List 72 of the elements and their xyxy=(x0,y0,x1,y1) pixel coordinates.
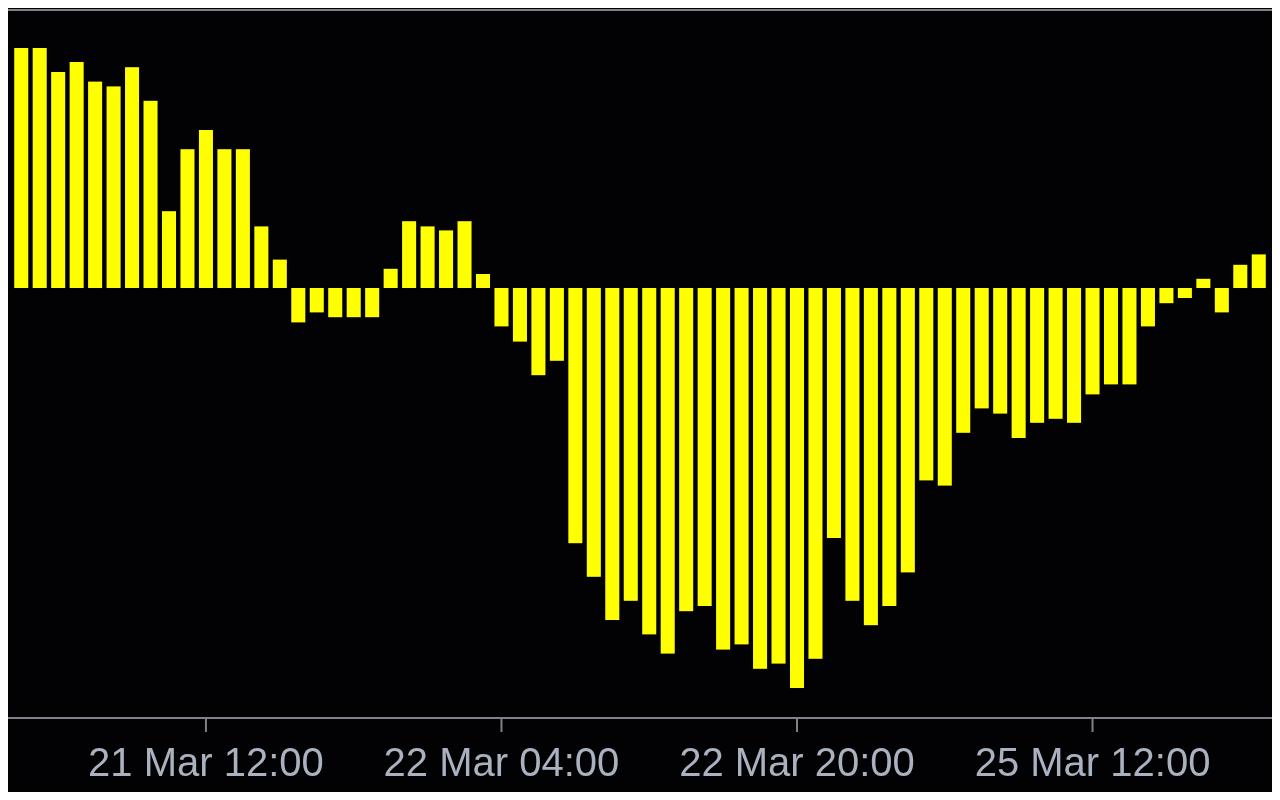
x-tick-label: 25 Mar 12:00 xyxy=(974,740,1211,784)
bar xyxy=(51,72,66,288)
bar xyxy=(531,288,546,376)
bar xyxy=(475,274,491,288)
bar xyxy=(161,211,177,288)
bar xyxy=(1048,288,1063,419)
bar xyxy=(882,288,897,606)
bar xyxy=(1140,288,1155,327)
bar xyxy=(1214,288,1229,313)
bar xyxy=(568,288,583,544)
bar xyxy=(826,288,841,538)
bar xyxy=(974,288,989,409)
bar xyxy=(1196,278,1211,288)
bar xyxy=(1177,288,1192,298)
bar xyxy=(1011,288,1026,438)
bar xyxy=(734,288,749,645)
bar xyxy=(69,62,84,288)
bar xyxy=(1122,288,1137,385)
bar xyxy=(1067,288,1082,423)
x-tick-label: 22 Mar 04:00 xyxy=(383,740,620,784)
bar xyxy=(32,48,47,288)
bar xyxy=(309,288,324,313)
bar xyxy=(900,288,915,573)
bar xyxy=(1103,288,1119,385)
bar xyxy=(457,221,472,288)
bar xyxy=(660,288,675,654)
bar xyxy=(439,230,454,288)
bar xyxy=(586,288,601,577)
x-tick-label: 22 Mar 20:00 xyxy=(679,740,915,784)
bar xyxy=(697,288,712,606)
bar xyxy=(937,288,952,486)
bar xyxy=(549,288,564,361)
bar xyxy=(254,226,269,288)
bar xyxy=(125,67,140,288)
bar xyxy=(272,259,287,288)
bar xyxy=(346,288,361,318)
bar xyxy=(1030,288,1045,423)
bar xyxy=(753,288,768,669)
bar xyxy=(771,288,786,664)
bar xyxy=(919,288,934,481)
bar xyxy=(420,226,435,288)
bar xyxy=(291,288,306,323)
bar xyxy=(106,86,121,288)
bar xyxy=(180,149,195,288)
bar xyxy=(808,288,823,659)
bar xyxy=(956,288,971,433)
bar xyxy=(1251,254,1266,288)
bar xyxy=(1159,288,1174,304)
bar xyxy=(365,288,380,318)
bar xyxy=(198,130,213,288)
bar xyxy=(863,288,878,626)
bar xyxy=(1085,288,1100,395)
bar xyxy=(402,221,417,288)
x-tick-label: 21 Mar 12:00 xyxy=(88,740,324,784)
bar xyxy=(143,100,158,288)
bar xyxy=(88,81,103,288)
bar xyxy=(14,48,29,288)
bar xyxy=(845,288,860,601)
bar xyxy=(512,288,527,342)
bar xyxy=(679,288,694,612)
bar xyxy=(642,288,657,635)
bar xyxy=(494,288,509,327)
bar xyxy=(716,288,731,650)
bar xyxy=(993,288,1008,414)
bar xyxy=(235,149,250,288)
bar xyxy=(383,268,398,288)
bar xyxy=(1233,264,1248,288)
bar xyxy=(217,149,232,288)
bar xyxy=(623,288,638,601)
bar xyxy=(605,288,620,620)
bar xyxy=(328,288,343,318)
bar xyxy=(789,288,805,688)
